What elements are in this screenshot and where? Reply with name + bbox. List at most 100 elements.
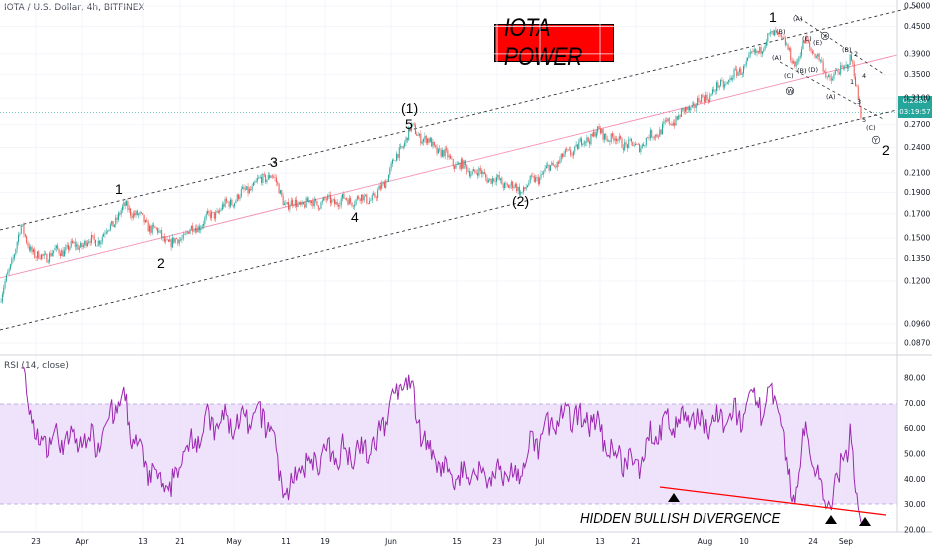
candle-body [320, 202, 322, 209]
candle-body [836, 70, 838, 72]
candle-body [197, 226, 199, 233]
sub-label-s2: 2 [854, 50, 858, 58]
candle-body [535, 177, 537, 182]
candle-body [678, 115, 680, 120]
candle-body [756, 51, 758, 53]
candle-body [744, 65, 746, 67]
candle-body [601, 129, 603, 133]
candle-body [284, 203, 285, 206]
candle-body [776, 31, 778, 33]
candle-body [752, 51, 754, 53]
candle-body [32, 249, 34, 253]
candle-body [27, 242, 29, 247]
candle-body [136, 210, 138, 215]
candle-body [250, 189, 252, 191]
candle-body [782, 36, 784, 38]
sub-label-s3: 3 [857, 98, 861, 106]
candle-body [281, 190, 283, 197]
time-tick-label: Apr [76, 537, 90, 546]
candle-body [707, 99, 709, 102]
candle-body [849, 54, 851, 65]
candle-body [581, 138, 582, 145]
circled-label-y: Y [871, 135, 881, 144]
candle-body [19, 233, 21, 235]
candle-body [726, 82, 728, 84]
candle-body [621, 138, 623, 148]
candle-body [394, 160, 396, 162]
candle-body [753, 49, 755, 53]
candle-body [89, 241, 91, 243]
candle-body [358, 196, 360, 199]
candle-body [424, 135, 426, 140]
candle-body [112, 220, 114, 227]
candle-body [217, 211, 219, 213]
candle-body [626, 144, 628, 148]
candle-body [845, 64, 847, 66]
candle-body [421, 141, 423, 144]
candle-body [451, 158, 453, 160]
candle-body [8, 268, 10, 273]
candle-body [679, 115, 681, 117]
candle-body [552, 162, 554, 166]
candle-body [230, 199, 231, 207]
wave-label-3: 3 [270, 154, 278, 170]
candle-body [207, 211, 209, 215]
price-tick-label: 0.1350 [904, 254, 930, 263]
candle-body [709, 95, 711, 102]
candle-body [126, 201, 128, 206]
candle-body [439, 148, 441, 150]
candle-body [412, 123, 414, 125]
candle-body [0, 301, 2, 303]
candle-body [178, 239, 180, 244]
candle-body [150, 225, 152, 233]
candle-body [1, 294, 3, 302]
candle-body [134, 213, 136, 216]
candle-body [35, 257, 37, 258]
candle-body [635, 143, 636, 146]
rsi-tick-label: 20.00 [904, 526, 926, 535]
price-tick-label: 0.4500 [904, 22, 930, 31]
rsi-tick-label: 60.00 [904, 424, 926, 433]
candle-body [346, 198, 348, 200]
candle-body [598, 126, 600, 129]
candle-body [423, 139, 425, 142]
candle-body [558, 161, 560, 164]
candle-body [583, 141, 585, 145]
wave-label-big2: (2) [512, 193, 529, 209]
candle-body [43, 253, 45, 256]
candle-body [767, 33, 769, 42]
candle-body [721, 80, 723, 82]
candle-body [599, 128, 601, 133]
candle-body [764, 45, 766, 50]
candle-body [367, 203, 369, 204]
candle-body [246, 186, 248, 190]
candle-body [602, 129, 604, 140]
candle-body [589, 141, 591, 145]
candle-body [774, 30, 776, 36]
candle-body [409, 127, 411, 131]
candle-body [270, 175, 272, 179]
candle-body [282, 196, 284, 206]
candle-body [254, 182, 256, 183]
candle-body [728, 80, 730, 83]
price-tick-label: 0.0960 [904, 320, 930, 329]
time-tick-label: 13 [138, 537, 148, 546]
candle-body [154, 226, 156, 228]
candle-body [122, 206, 123, 211]
candle-body [648, 137, 650, 139]
candle-body [846, 64, 848, 69]
candle-body [780, 34, 782, 37]
candle-body [228, 201, 230, 207]
candle-body [636, 143, 638, 145]
candle-body [545, 165, 547, 169]
candle-body [575, 144, 577, 147]
candle-body [748, 54, 750, 58]
sub-label-b2: (B) [797, 67, 807, 75]
candle-body [431, 138, 433, 147]
candle-body [385, 180, 387, 188]
candle-body [772, 30, 774, 36]
candle-body [93, 235, 95, 240]
candle-body [481, 170, 483, 175]
candle-body [417, 135, 419, 137]
candle-body [298, 202, 300, 204]
